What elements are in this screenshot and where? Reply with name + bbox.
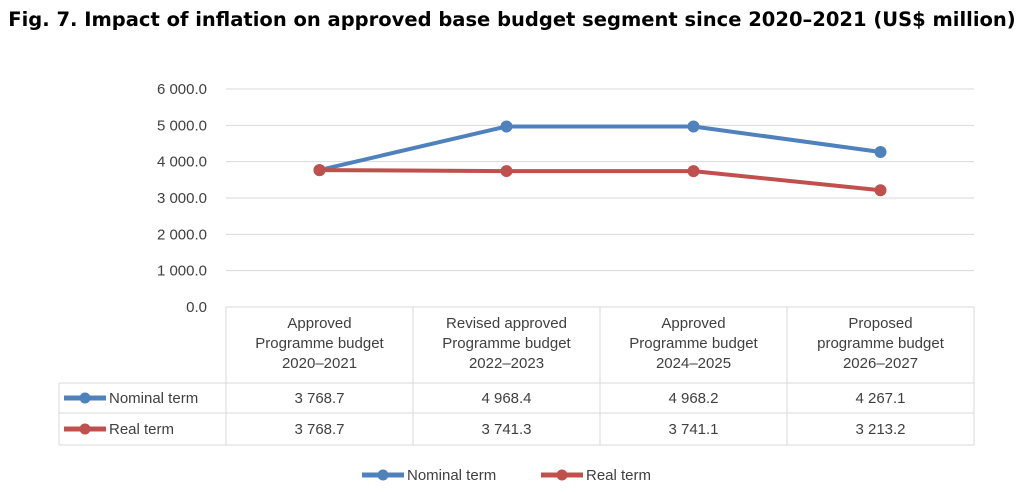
x-category-label-line: Programme budget <box>629 335 758 352</box>
legend: Nominal term Real term <box>362 467 651 484</box>
table-cell-value: 3 768.7 <box>294 421 344 438</box>
series-line <box>317 124 883 173</box>
data-point <box>874 145 887 158</box>
x-category-label-line: Approved <box>661 315 725 332</box>
y-tick-label: 2 000.0 <box>157 226 207 243</box>
table-legend-key-marker <box>79 392 91 404</box>
table-cell-value: 3 741.3 <box>481 421 531 438</box>
table-legend-key-marker <box>79 423 91 435</box>
data-point <box>500 120 513 133</box>
x-category-label-line: 2022–2023 <box>469 355 544 372</box>
table-row-name: Real term <box>109 421 174 438</box>
series-line <box>317 168 883 193</box>
plot-series <box>313 120 887 197</box>
y-axis: 0.0 1 000.0 2 000.0 3 000.0 4 000.0 5 000.0 6 … <box>157 81 207 316</box>
data-point <box>687 120 700 133</box>
table-row-name: Nominal term <box>109 390 198 407</box>
x-category-label-line: 2026–2027 <box>843 355 918 372</box>
gridlines <box>226 88 974 272</box>
legend-key-marker <box>377 469 389 481</box>
data-point <box>687 165 700 178</box>
y-tick-label: 4 000.0 <box>157 154 207 171</box>
data-point <box>313 164 326 177</box>
chart-title: Fig. 7. Impact of inflation on approved … <box>8 8 1016 31</box>
x-category-label-line: 2024–2025 <box>656 355 731 372</box>
table-cell-value: 4 267.1 <box>855 390 905 407</box>
data-table: Approved Programme budget 2020–2021 Revised… <box>58 306 975 446</box>
x-category-label-line: Proposed <box>848 315 912 332</box>
y-tick-label: 5 000.0 <box>157 117 207 134</box>
x-category-label: Approved Programme budget 2020–2021 <box>255 315 384 372</box>
legend-label: Nominal term <box>407 467 496 484</box>
y-tick-label: 1 000.0 <box>157 263 207 280</box>
x-category-label: Proposed programme budget 2026–2027 <box>817 315 945 372</box>
data-point <box>874 184 887 197</box>
data-point <box>500 165 513 178</box>
table-cell-value: 4 968.2 <box>668 390 718 407</box>
x-category-label-line: Programme budget <box>255 335 384 352</box>
legend-key-marker <box>556 469 568 481</box>
x-category-label-line: Programme budget <box>442 335 571 352</box>
x-category-label-line: programme budget <box>817 335 945 352</box>
x-category-label-line: Revised approved <box>446 315 567 332</box>
y-tick-label: 6 000.0 <box>157 81 207 98</box>
table-cell-value: 3 768.7 <box>294 390 344 407</box>
table-cell-value: 4 968.4 <box>481 390 531 407</box>
legend-label: Real term <box>586 467 651 484</box>
y-tick-label: 3 000.0 <box>157 190 207 207</box>
y-tick-label: 0.0 <box>186 299 207 316</box>
x-category-label: Revised approved Programme budget 2022–202… <box>442 315 571 372</box>
x-category-label: Approved Programme budget 2024–2025 <box>629 315 758 372</box>
x-category-label-line: Approved <box>287 315 351 332</box>
table-cell-value: 3 213.2 <box>855 421 905 438</box>
table-cell-value: 3 741.1 <box>668 421 718 438</box>
x-category-label-line: 2020–2021 <box>282 355 357 372</box>
